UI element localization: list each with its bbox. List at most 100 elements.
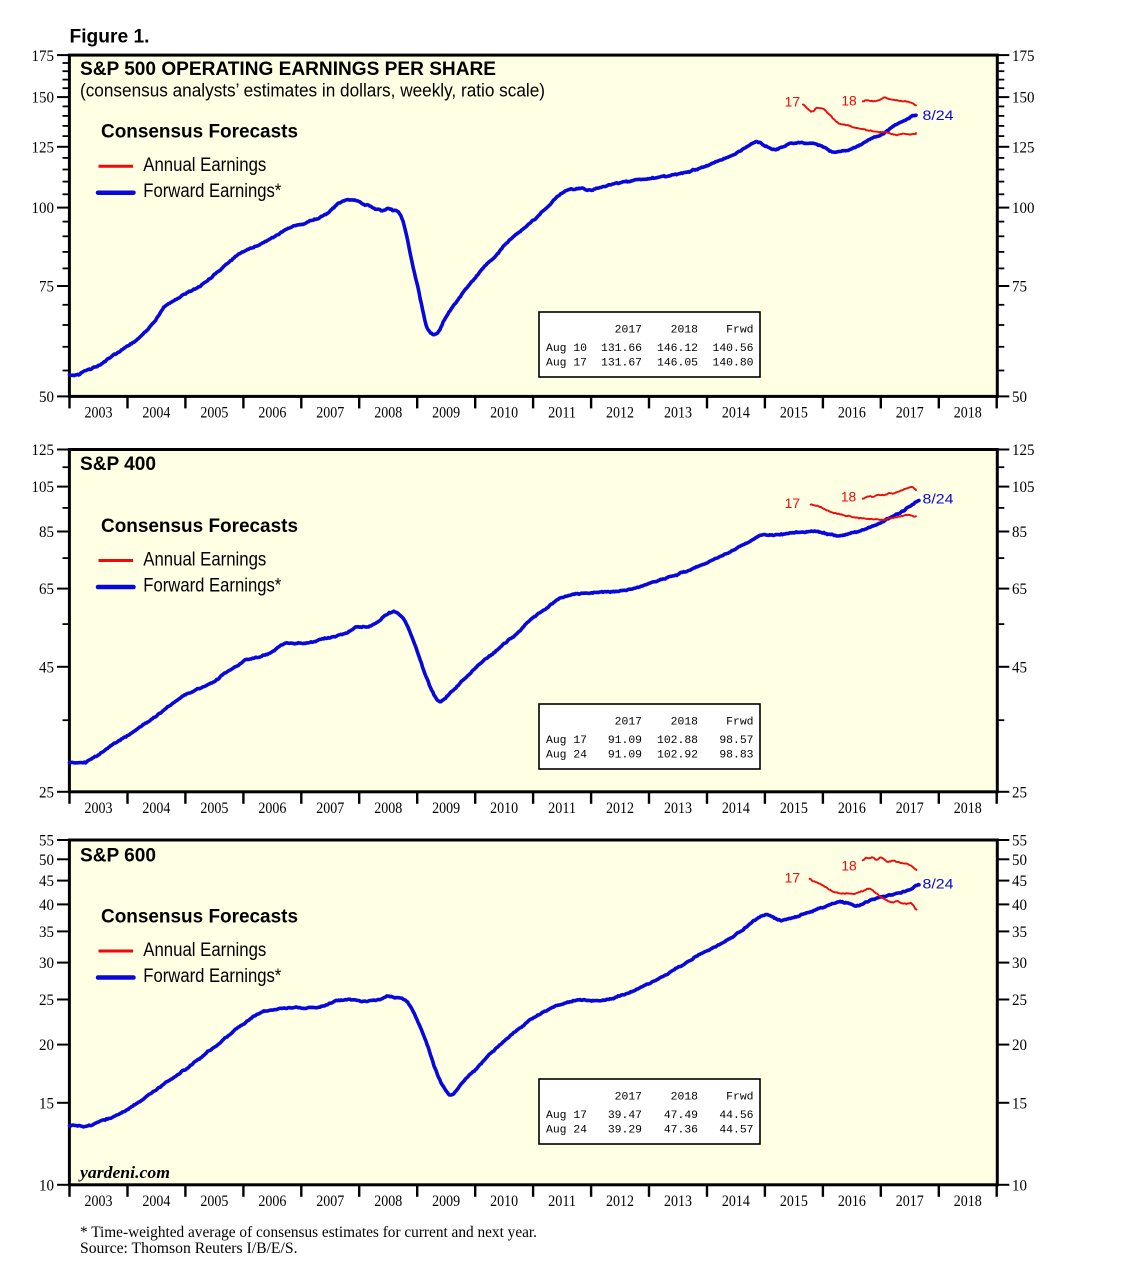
svg-text:2017: 2017: [615, 717, 642, 729]
svg-text:45: 45: [1012, 659, 1027, 676]
svg-text:2006: 2006: [258, 1193, 286, 1210]
svg-text:2018: 2018: [954, 404, 982, 421]
svg-text:* Time-weighted average of con: * Time-weighted average of consensus est…: [80, 1224, 537, 1241]
svg-text:25: 25: [39, 992, 54, 1009]
svg-text:8/24: 8/24: [923, 108, 954, 123]
svg-text:Forward Earnings*: Forward Earnings*: [143, 181, 282, 202]
svg-text:125: 125: [32, 442, 55, 459]
svg-text:85: 85: [39, 524, 54, 541]
svg-text:Aug 17: Aug 17: [546, 735, 587, 747]
svg-text:2007: 2007: [316, 800, 344, 817]
svg-text:140.56: 140.56: [712, 343, 753, 355]
svg-text:2012: 2012: [606, 800, 634, 817]
svg-text:S&P 400: S&P 400: [80, 453, 156, 475]
svg-text:10: 10: [39, 1177, 54, 1194]
svg-text:2012: 2012: [606, 404, 634, 421]
svg-text:40: 40: [39, 897, 54, 914]
svg-text:Aug 24: Aug 24: [546, 1125, 587, 1137]
svg-text:10: 10: [1012, 1177, 1027, 1194]
svg-text:175: 175: [1012, 48, 1035, 65]
svg-text:2011: 2011: [548, 1193, 576, 1210]
svg-text:45: 45: [39, 659, 54, 676]
svg-text:40: 40: [1012, 897, 1027, 914]
svg-text:15: 15: [1012, 1095, 1027, 1112]
svg-text:140.80: 140.80: [712, 358, 753, 370]
svg-text:2003: 2003: [84, 800, 112, 817]
svg-text:18: 18: [841, 490, 857, 505]
svg-text:146.05: 146.05: [657, 358, 698, 370]
svg-text:2018: 2018: [671, 1092, 699, 1104]
svg-text:55: 55: [39, 833, 54, 850]
svg-text:17: 17: [785, 870, 800, 885]
svg-text:2015: 2015: [780, 1193, 808, 1210]
svg-text:S&P 600: S&P 600: [80, 845, 156, 867]
svg-text:25: 25: [1012, 784, 1027, 801]
svg-text:100: 100: [32, 200, 55, 217]
svg-text:50: 50: [39, 389, 54, 406]
svg-text:2008: 2008: [374, 800, 402, 817]
svg-text:2009: 2009: [432, 404, 460, 421]
svg-text:20: 20: [39, 1037, 54, 1054]
svg-text:105: 105: [32, 479, 55, 496]
svg-text:125: 125: [1012, 442, 1035, 459]
svg-text:2016: 2016: [838, 404, 866, 421]
svg-text:75: 75: [1012, 279, 1027, 296]
svg-text:75: 75: [39, 279, 54, 296]
svg-text:30: 30: [1012, 955, 1027, 972]
svg-text:2008: 2008: [374, 1193, 402, 1210]
svg-text:45: 45: [39, 873, 54, 890]
svg-text:2006: 2006: [258, 404, 286, 421]
svg-text:20: 20: [1012, 1037, 1027, 1054]
svg-text:2003: 2003: [84, 404, 112, 421]
svg-text:150: 150: [1012, 90, 1035, 107]
svg-text:Source: Thomson Reuters I/B/E/: Source: Thomson Reuters I/B/E/S.: [80, 1240, 298, 1257]
svg-text:85: 85: [1012, 524, 1027, 541]
svg-text:2011: 2011: [548, 800, 576, 817]
svg-text:Annual Earnings: Annual Earnings: [143, 550, 266, 571]
svg-text:2018: 2018: [671, 717, 699, 729]
svg-text:44.57: 44.57: [719, 1125, 753, 1137]
svg-text:Forward Earnings*: Forward Earnings*: [143, 576, 282, 597]
svg-text:2013: 2013: [664, 404, 692, 421]
svg-text:Forward Earnings*: Forward Earnings*: [143, 966, 282, 987]
svg-text:2016: 2016: [838, 1193, 866, 1210]
svg-text:2017: 2017: [615, 1092, 642, 1104]
svg-text:Consensus Forecasts: Consensus Forecasts: [101, 515, 298, 537]
svg-text:2011: 2011: [548, 404, 576, 421]
svg-text:Aug 24: Aug 24: [546, 750, 587, 762]
svg-text:2013: 2013: [664, 1193, 692, 1210]
svg-text:100: 100: [1012, 200, 1035, 217]
svg-text:105: 105: [1012, 479, 1035, 496]
svg-text:2009: 2009: [432, 800, 460, 817]
svg-text:65: 65: [1012, 581, 1027, 598]
svg-text:2016: 2016: [838, 800, 866, 817]
svg-text:98.83: 98.83: [719, 750, 753, 762]
svg-text:S&P 500 OPERATING EARNINGS PER: S&P 500 OPERATING EARNINGS PER SHARE: [80, 58, 496, 80]
svg-text:17: 17: [785, 496, 800, 511]
svg-text:65: 65: [39, 581, 54, 598]
svg-text:35: 35: [39, 924, 54, 941]
svg-text:yardeni.com: yardeni.com: [78, 1163, 170, 1182]
svg-text:2012: 2012: [606, 1193, 634, 1210]
svg-text:2017: 2017: [896, 404, 924, 421]
svg-text:2005: 2005: [200, 404, 228, 421]
svg-text:2003: 2003: [84, 1193, 112, 1210]
svg-text:15: 15: [39, 1095, 54, 1112]
svg-text:2010: 2010: [490, 800, 518, 817]
svg-text:50: 50: [1012, 389, 1027, 406]
svg-text:Consensus Forecasts: Consensus Forecasts: [101, 905, 298, 927]
svg-text:2013: 2013: [664, 800, 692, 817]
svg-text:25: 25: [1012, 992, 1027, 1009]
svg-text:Figure 1.: Figure 1.: [70, 26, 150, 48]
svg-text:45: 45: [1012, 873, 1027, 890]
svg-text:Frwd: Frwd: [726, 1092, 753, 1104]
svg-text:2015: 2015: [780, 404, 808, 421]
svg-text:25: 25: [39, 784, 54, 801]
svg-text:(consensus analysts’ estimates: (consensus analysts’ estimates in dollar…: [80, 81, 545, 101]
svg-text:102.92: 102.92: [657, 750, 698, 762]
svg-text:146.12: 146.12: [657, 343, 698, 355]
svg-text:2004: 2004: [142, 404, 170, 421]
svg-text:175: 175: [32, 48, 55, 65]
svg-text:2010: 2010: [490, 404, 518, 421]
svg-text:2017: 2017: [615, 325, 642, 337]
